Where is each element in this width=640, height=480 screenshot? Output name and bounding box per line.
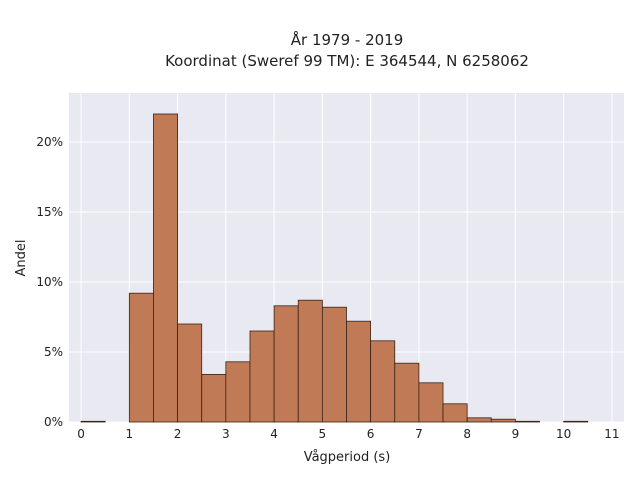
histogram-bar <box>201 373 227 423</box>
histogram-bar <box>370 340 396 423</box>
x-tick-label: 1 <box>126 427 134 441</box>
chart-title: År 1979 - 2019 <box>291 30 404 49</box>
histogram-bar <box>297 299 323 423</box>
histogram-bar <box>466 417 492 423</box>
x-tick-label: 0 <box>77 427 85 441</box>
histogram-bar <box>80 420 106 423</box>
y-tick-labels: 0% 5% 10% 15% 20% <box>36 135 63 429</box>
x-tick-label: 7 <box>415 427 423 441</box>
histogram-bar <box>394 362 420 423</box>
histogram-bar <box>321 306 347 423</box>
histogram-bar <box>128 292 154 423</box>
y-axis-label: Andel <box>14 240 29 277</box>
x-tick-label: 5 <box>319 427 327 441</box>
histogram-bar <box>442 403 468 423</box>
y-tick-label: 20% <box>36 135 63 149</box>
x-tick-label: 6 <box>367 427 375 441</box>
histogram-bar <box>177 323 203 423</box>
histogram-bar <box>249 330 275 423</box>
histogram-bar <box>273 305 299 423</box>
y-tick-label: 10% <box>36 275 63 289</box>
x-tick-label: 10 <box>556 427 571 441</box>
x-axis-label: Vågperiod (s) <box>304 450 391 465</box>
histogram-bar <box>418 382 444 423</box>
x-tick-label: 4 <box>270 427 278 441</box>
y-tick-label: 0% <box>44 415 63 429</box>
x-tick-label: 2 <box>174 427 182 441</box>
histogram-bar <box>563 420 589 423</box>
histogram-bar <box>515 420 540 423</box>
x-tick-label: 8 <box>463 427 471 441</box>
histogram-bar <box>153 113 178 423</box>
x-tick-label: 9 <box>512 427 520 441</box>
histogram-bar <box>346 320 372 423</box>
chart-subtitle: Koordinat (Sweref 99 TM): E 364544, N 62… <box>165 52 529 70</box>
x-tick-label: 11 <box>604 427 619 441</box>
histogram-bar <box>490 418 516 423</box>
histogram-bar <box>225 361 251 423</box>
y-tick-label: 15% <box>36 205 63 219</box>
bars <box>80 113 589 423</box>
y-tick-label: 5% <box>44 345 63 359</box>
x-tick-label: 3 <box>222 427 230 441</box>
x-tick-labels: 0 1 2 3 4 5 6 7 8 9 10 11 <box>77 427 619 441</box>
